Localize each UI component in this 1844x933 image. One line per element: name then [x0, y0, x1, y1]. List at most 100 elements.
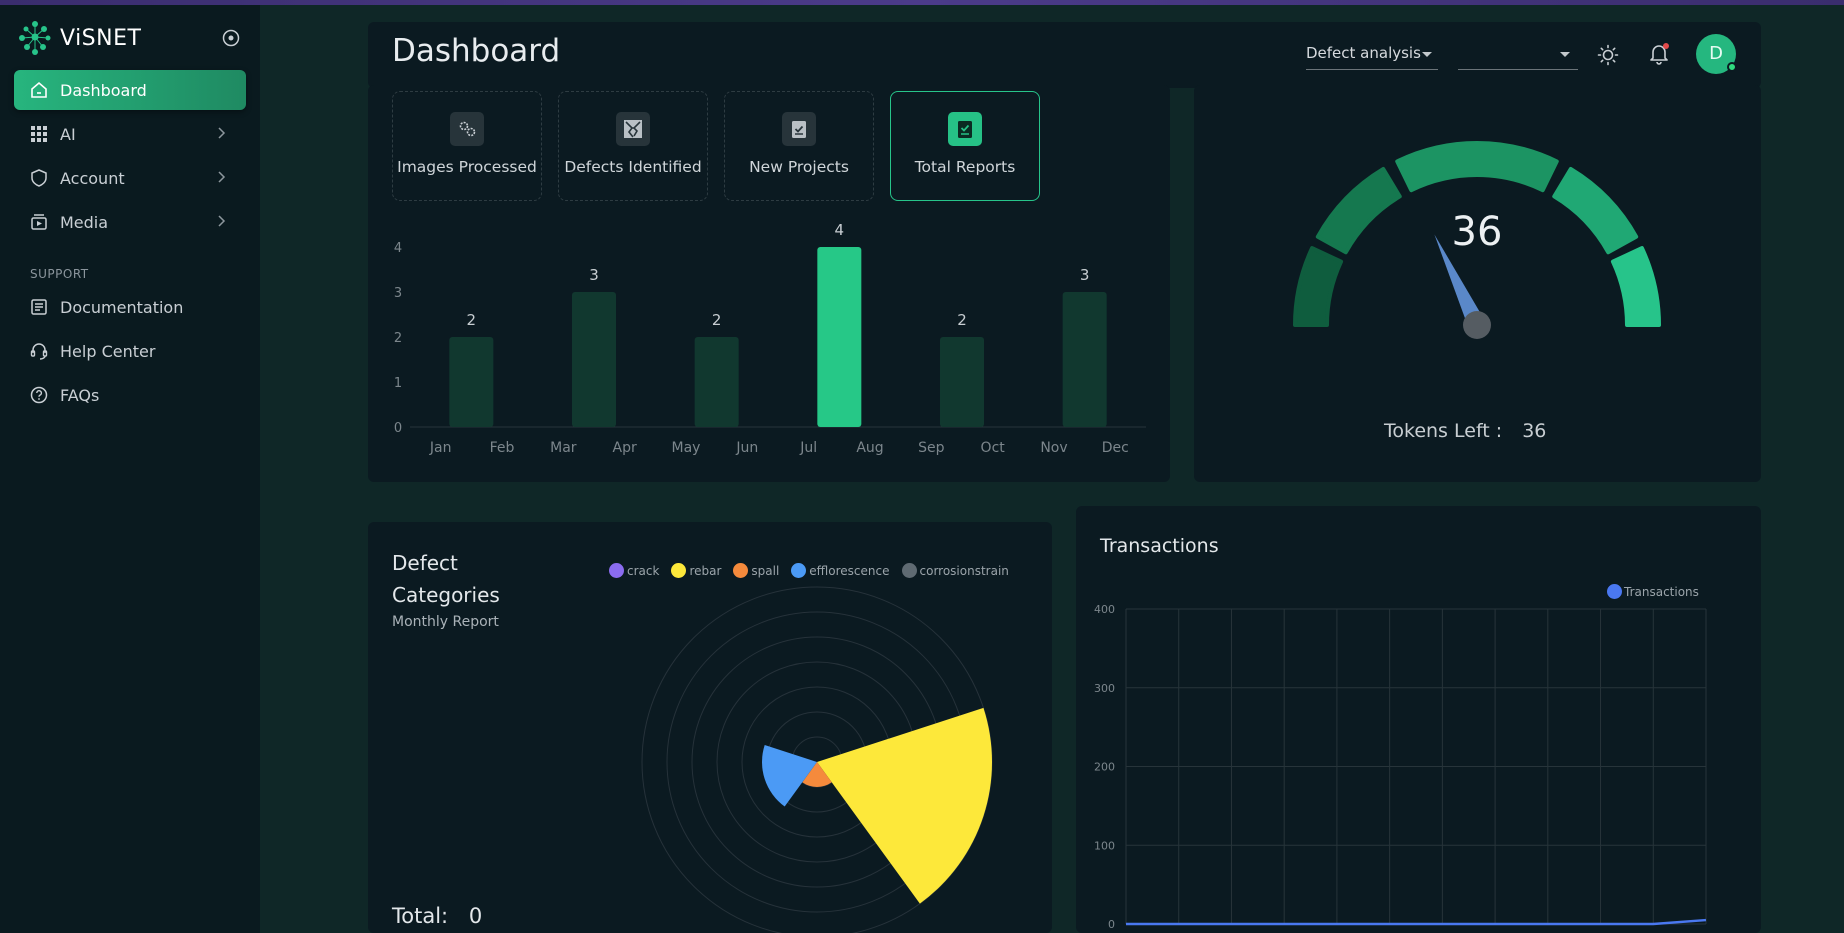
legend-item-rebar[interactable]: rebar: [671, 563, 721, 578]
sidebar-item-account[interactable]: Account: [14, 158, 246, 198]
x-tick-label: Oct: [981, 440, 1006, 456]
stat-label: New Projects: [749, 158, 849, 176]
home-icon: [30, 81, 48, 99]
report-check-icon: [948, 112, 982, 146]
legend-item-spall[interactable]: spall: [733, 563, 779, 578]
bar-value-label: 3: [1080, 266, 1090, 284]
legend-swatch: [609, 563, 624, 578]
avatar[interactable]: D: [1696, 34, 1737, 74]
stat-label: Total Reports: [914, 158, 1016, 176]
chevron-right-icon: [218, 215, 226, 227]
stat-images-processed[interactable]: Images Processed: [392, 91, 542, 201]
page-title: Dashboard: [392, 33, 561, 69]
reports-card: [368, 85, 1170, 482]
transactions-legend[interactable]: Transactions: [1607, 584, 1699, 599]
sidebar-item-label: Account: [60, 168, 125, 188]
polar-slice-efflorescence: [762, 745, 817, 807]
chevron-right-icon: [218, 171, 226, 183]
legend-label: spall: [751, 563, 780, 578]
question-icon: [30, 386, 48, 404]
legend-label: Transactions: [1624, 584, 1699, 599]
support-heading: SUPPORT: [30, 267, 89, 281]
gauge-needle-hub: [1463, 311, 1491, 339]
collapse-sidebar-icon[interactable]: [222, 29, 240, 47]
sidebar-item-help-center[interactable]: Help Center: [14, 331, 246, 371]
sidebar-item-label: Documentation: [60, 297, 184, 317]
bar-value-label: 2: [712, 311, 722, 329]
defect-categories-title: Defect Categories: [392, 547, 500, 611]
theme-toggle-sun-icon[interactable]: [1597, 44, 1619, 66]
bar: [817, 247, 862, 427]
sidebar-item-dashboard[interactable]: Dashboard: [14, 70, 246, 110]
stat-total-reports[interactable]: Total Reports: [890, 91, 1040, 201]
gauge-segment: [1315, 166, 1402, 255]
top-accent-line: [0, 0, 1844, 5]
chevron-down-icon: [1422, 52, 1432, 57]
legend-item-efflorescence[interactable]: efflorescence: [791, 563, 890, 578]
polar-slice-rebar: [817, 707, 992, 904]
y-tick-label: 4: [394, 241, 402, 256]
stat-new-projects[interactable]: New Projects: [724, 91, 874, 201]
chevron-right-icon: [218, 127, 226, 139]
gears-icon: [450, 112, 484, 146]
bar-value-label: 4: [835, 221, 845, 239]
x-tick-label: Aug: [856, 440, 883, 456]
y-tick-label: 100: [1094, 839, 1115, 852]
notification-dot: [1663, 43, 1669, 49]
bar-value-label: 2: [957, 311, 967, 329]
x-tick-label: Dec: [1102, 440, 1129, 456]
polar-legend: crack rebar spall efflorescence corrosio…: [609, 563, 1009, 578]
x-tick-label: Sep: [918, 440, 945, 456]
tokens-gauge: 36: [1293, 141, 1661, 339]
sidebar-item-faqs[interactable]: FAQs: [14, 375, 246, 415]
legend-item-corrosionstrain[interactable]: corrosionstrain: [901, 563, 1009, 578]
secondary-select[interactable]: [1458, 38, 1578, 70]
x-tick-label: Jan: [429, 440, 452, 456]
sidebar-item-label: AI: [60, 124, 76, 144]
sidebar-item-label: Help Center: [60, 341, 156, 361]
defect-total: Total: 0: [392, 904, 482, 928]
y-tick-label: 3: [394, 286, 402, 301]
sidebar: ViSNET Dashboard AI Account Media SUPPOR…: [0, 5, 260, 933]
notifications-bell-icon[interactable]: [1647, 42, 1671, 66]
x-tick-label: May: [672, 440, 701, 456]
x-tick-label: Jul: [799, 440, 817, 456]
stat-label: Images Processed: [397, 158, 537, 176]
y-tick-label: 1: [394, 376, 402, 391]
sidebar-item-media[interactable]: Media: [14, 202, 246, 242]
defect-categories-subtitle: Monthly Report: [392, 614, 499, 630]
transactions-title: Transactions: [1100, 535, 1219, 557]
gauge-segment: [1552, 166, 1639, 255]
bar-value-label: 3: [589, 266, 599, 284]
bar-value-label: 2: [467, 311, 477, 329]
document-icon: [30, 298, 48, 316]
analysis-select-value: Defect analysis: [1306, 44, 1421, 62]
legend-swatch: [671, 563, 687, 578]
avatar-initial: D: [1709, 43, 1723, 64]
chevron-down-icon: [1560, 52, 1570, 57]
app-logo[interactable]: ViSNET: [18, 20, 141, 56]
bar: [694, 337, 739, 427]
x-tick-label: Feb: [490, 440, 515, 456]
title-line: Defect: [392, 551, 458, 575]
sidebar-item-documentation[interactable]: Documentation: [14, 287, 246, 327]
app-name: ViSNET: [60, 25, 142, 51]
grid-icon: [30, 125, 48, 143]
legend-item-crack[interactable]: crack: [609, 563, 659, 578]
y-tick-label: 400: [1094, 603, 1115, 616]
clipboard-icon: [782, 112, 816, 146]
legend-label: rebar: [689, 563, 722, 578]
tokens-left: Tokens Left : 36: [1384, 420, 1546, 442]
stat-label: Defects Identified: [564, 158, 702, 176]
bar: [449, 337, 494, 427]
stat-defects-identified[interactable]: Defects Identified: [558, 91, 708, 201]
sidebar-item-ai[interactable]: AI: [14, 114, 246, 154]
sidebar-item-label: FAQs: [60, 385, 100, 405]
bar: [572, 292, 616, 427]
legend-label: corrosionstrain: [919, 563, 1009, 578]
analysis-select[interactable]: Defect analysis: [1306, 38, 1438, 70]
y-tick-label: 200: [1094, 761, 1115, 774]
